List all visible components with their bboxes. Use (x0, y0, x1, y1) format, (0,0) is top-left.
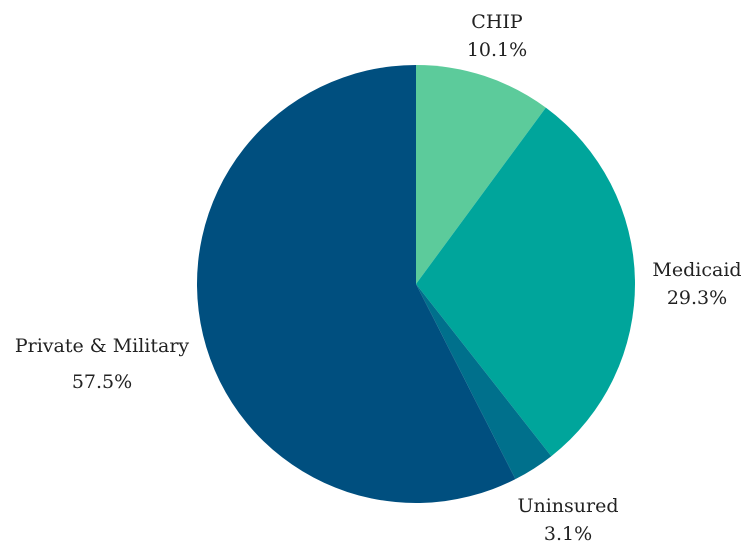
slice-value-uninsured: 3.1% (544, 523, 592, 542)
slice-value-private-military: 57.5% (72, 371, 132, 393)
pie-slices (196, 65, 636, 504)
slice-name-medicaid: Medicaid (652, 259, 741, 281)
pie-slice-medicaid (416, 107, 636, 457)
slice-name-uninsured: Uninsured (517, 495, 618, 517)
pie-slice-private-military (196, 65, 516, 504)
pie-slice-chip (416, 65, 546, 284)
slice-name-chip: CHIP (471, 11, 523, 33)
slice-label-uninsured: Uninsured 3.1% (517, 495, 618, 542)
slice-value-medicaid: 29.3% (667, 287, 727, 309)
slice-label-chip: CHIP 10.1% (467, 11, 527, 61)
slice-label-medicaid: Medicaid 29.3% (652, 259, 741, 309)
slice-label-private-military: Private & Military 57.5% (15, 335, 190, 393)
slice-name-private-military: Private & Military (15, 335, 190, 357)
pie-slice-uninsured (416, 284, 552, 480)
slice-value-chip: 10.1% (467, 39, 527, 61)
